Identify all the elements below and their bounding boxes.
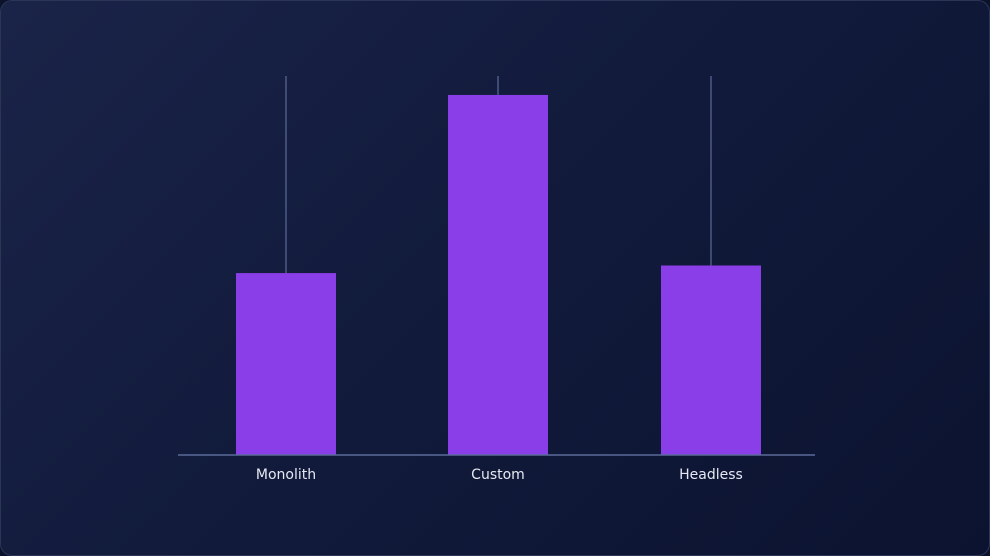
bar-guide-lines xyxy=(285,76,712,274)
bars-group xyxy=(236,94,761,455)
x-tick-labels: Monolith Custom Headless xyxy=(256,467,743,483)
bar-headless xyxy=(661,265,761,455)
x-tick-label-monolith: Monolith xyxy=(256,467,316,483)
bar-monolith xyxy=(236,273,336,455)
x-tick-label-custom: Custom xyxy=(471,467,525,483)
x-tick-label-headless: Headless xyxy=(679,467,743,483)
bar-custom xyxy=(448,94,548,455)
